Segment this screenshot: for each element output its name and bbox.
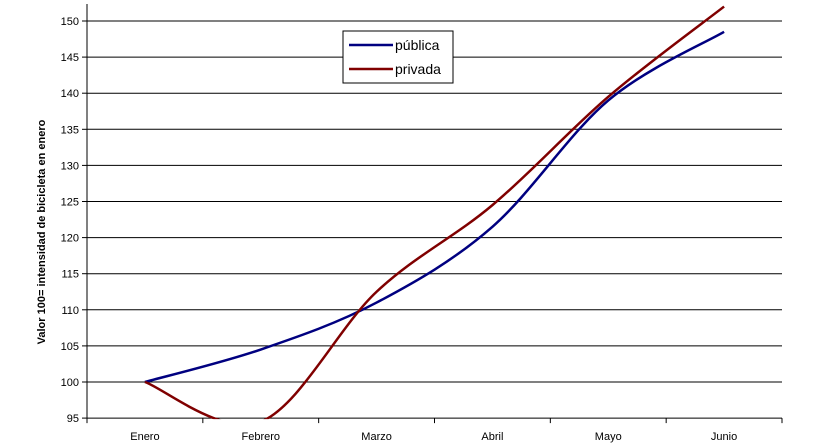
y-tick-label: 95 xyxy=(67,413,79,425)
legend-label: pública xyxy=(395,37,440,53)
y-tick-label: 140 xyxy=(61,88,79,100)
x-tick-label: Abril xyxy=(481,431,503,443)
y-tick-label: 150 xyxy=(61,16,79,28)
y-tick-label: 135 xyxy=(61,124,79,136)
series-lines xyxy=(144,5,725,420)
gridlines xyxy=(87,20,782,383)
legend-label: privada xyxy=(395,61,441,77)
y-tick-label: 110 xyxy=(61,305,79,317)
y-axis-title: Valor 100= intensidad de bicicleta en en… xyxy=(36,119,48,344)
series-line-publica xyxy=(144,30,725,384)
legend-box xyxy=(342,30,454,84)
y-tick-label: 120 xyxy=(61,233,79,245)
x-tick-label: Febrero xyxy=(241,431,280,443)
y-tick-label: 125 xyxy=(61,197,79,209)
y-tick-label: 105 xyxy=(61,341,79,353)
x-tick-label: Junio xyxy=(711,431,737,443)
y-tick-label: 130 xyxy=(61,160,79,172)
y-axis-tick-labels: 95 100 105 110 115 120 125 130 135 140 145 150 xyxy=(61,16,79,425)
axes xyxy=(82,4,783,424)
y-tick-label: 145 xyxy=(61,52,79,64)
series-line-privada xyxy=(144,5,725,420)
x-tick-label: Enero xyxy=(130,431,159,443)
y-tick-label: 115 xyxy=(61,269,79,281)
x-axis-tick-labels: Enero Febrero Marzo Abril Mayo Junio xyxy=(130,431,737,443)
x-tick-label: Mayo xyxy=(595,431,622,443)
x-tick-label: Marzo xyxy=(361,431,392,443)
y-tick-label: 100 xyxy=(61,377,79,389)
legend: pública privada xyxy=(342,30,454,84)
